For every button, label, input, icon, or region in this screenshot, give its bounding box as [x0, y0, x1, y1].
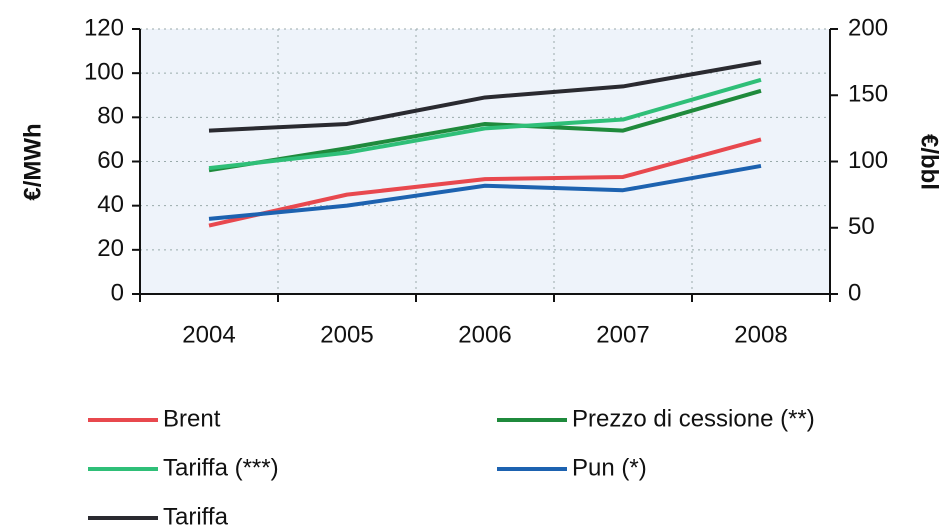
series-line — [208, 77, 762, 171]
y-tick-label: 60 — [97, 147, 124, 174]
y-tick-label: 20 — [97, 235, 124, 262]
x-tick-label: 2007 — [596, 321, 649, 348]
y2-axis-label: €/bbl — [916, 134, 943, 190]
y2-tick-label: 150 — [848, 81, 888, 108]
legend-label: Pun (*) — [572, 454, 647, 481]
series-line — [208, 60, 762, 133]
y2-tick-label: 200 — [848, 14, 888, 41]
x-tick-label: 2004 — [182, 321, 235, 348]
x-tick-label: 2008 — [734, 321, 787, 348]
legend-label: Prezzo di cessione (**) — [572, 405, 815, 432]
series-line — [208, 163, 762, 221]
y2-tick-label: 100 — [848, 147, 888, 174]
y-tick-label: 0 — [111, 279, 124, 306]
legend-label: Tariffa (***) — [163, 454, 279, 481]
y-tick-label: 80 — [97, 103, 124, 130]
y2-tick-label: 0 — [848, 279, 861, 306]
x-tick-label: 2005 — [320, 321, 373, 348]
x-tick-label: 2006 — [458, 321, 511, 348]
y-tick-label: 40 — [97, 191, 124, 218]
legend-label: Tariffa — [163, 503, 229, 530]
series-line — [208, 137, 762, 228]
y2-tick-label: 50 — [848, 213, 875, 240]
y-axis-label: €/MWh — [19, 123, 46, 200]
y-tick-label: 120 — [84, 14, 124, 41]
y-tick-label: 100 — [84, 59, 124, 86]
series-line — [208, 88, 762, 173]
legend-label: Brent — [163, 405, 221, 432]
